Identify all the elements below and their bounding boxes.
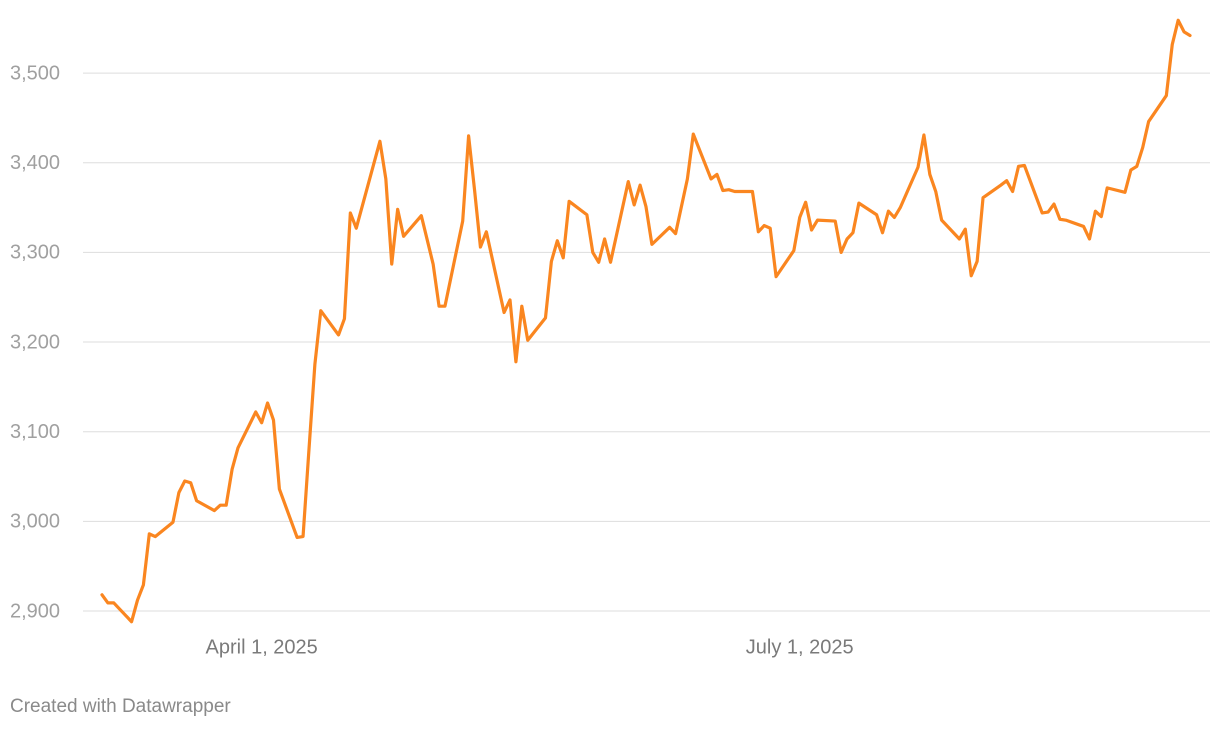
price-line <box>100 18 1192 624</box>
y-tick-label: 3,400 <box>10 152 60 174</box>
x-tick-label: July 1, 2025 <box>746 636 854 658</box>
y-tick-label: 3,300 <box>10 242 60 264</box>
y-tick-label: 3,500 <box>10 62 60 84</box>
footer: Created with Datawrapper <box>10 696 231 717</box>
y-tick-label: 3,000 <box>10 511 60 533</box>
y-tick-label: 3,200 <box>10 331 60 353</box>
y-tick-label: 2,900 <box>10 600 60 622</box>
y-tick-label: 3,100 <box>10 421 60 443</box>
x-tick-label: April 1, 2025 <box>206 636 318 658</box>
